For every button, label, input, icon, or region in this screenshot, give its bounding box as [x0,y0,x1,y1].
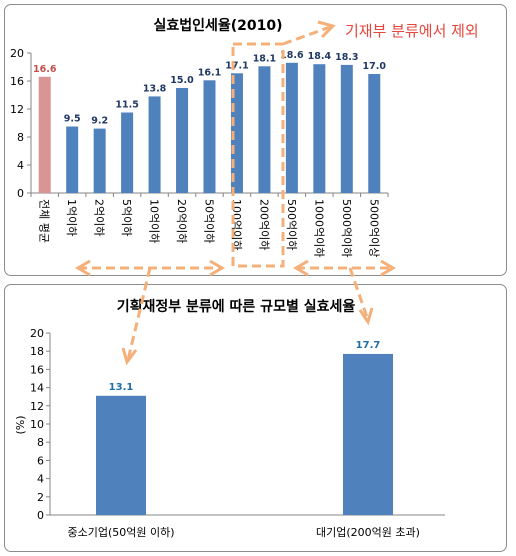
bar [203,80,216,193]
top-chart-panel [4,4,507,276]
category-label: 1000억이하 [312,199,326,257]
category-label: 200억이하 [257,199,271,250]
bar [340,64,353,194]
average-bar [38,76,51,193]
enterprise-arrow-head [358,307,374,326]
bar [343,353,393,515]
box-to-note-arrow [282,25,331,46]
bar [258,66,271,193]
bar-value-label: 9.2 [91,116,108,127]
bar-value-label: 17.1 [225,60,248,71]
bar [368,74,381,193]
top-y-tick-label: 12 [10,103,24,116]
bar [96,395,146,515]
bottom-chart-y-axis-label: (%) [14,415,27,434]
bar-value-label: 18.1 [253,53,276,64]
sme-arrow-head [121,347,138,366]
bar-value-label: 15.0 [170,75,194,86]
bar-value-label: 9.5 [64,114,81,125]
bottom-y-tick-label: 14 [30,382,44,395]
bottom-y-tick-label: 12 [30,400,44,413]
annotation-arrows [75,20,396,366]
bottom-y-tick-label: 8 [37,436,44,449]
category-label: 5000억이상 [367,199,380,257]
bottom-y-tick-label: 10 [30,418,44,431]
category-label: 5000억이하 [340,199,354,257]
bottom-chart-bars [96,353,393,515]
top-y-tick-label: 20 [10,47,24,60]
top-y-tick-label: 0 [17,187,24,200]
bottom-y-tick-label: 18 [30,345,44,358]
bar [313,64,326,193]
category-label: 2억이하 [93,199,107,236]
bottom-y-tick-label: 2 [37,491,44,504]
small-to-sme-arrow [126,267,152,361]
bar-value-label: 13.8 [143,83,167,94]
top-y-tick-label: 16 [10,75,24,88]
bar [285,62,298,193]
bottom-y-tick-label: 0 [37,509,44,522]
bar-value-label: 18.3 [335,52,358,63]
top-chart-title: 실효법인세율(2010) [153,17,282,34]
top-y-tick-label: 8 [17,131,24,144]
bottom-chart-panel [4,284,507,552]
category-label: 20억이하 [175,199,189,243]
bar [121,112,134,193]
excluded-range-box [231,42,285,268]
category-label: 50억이하 [203,199,217,243]
top-chart-category-labels: 전체 평균 1억이하 2억이하 5억이하 10억이하 20억이하 50억이하 100억이하 20… [38,199,381,257]
bottom-chart-title: 기획재정부 분류에 따른 규모별 실효세율 [117,298,356,315]
bar-value-label: 13.1 [109,382,134,393]
bottom-chart-category-labels: 중소기업(50억원 이하) 대기업(200억원 초과) [67,525,419,539]
bar-value-label: 18.6 [280,50,304,61]
top-y-tick-label: 4 [17,159,24,172]
top-chart-bars [38,62,381,194]
bar [148,96,161,193]
note-arrow-head [317,20,336,39]
category-label: 500억이하 [285,199,299,250]
bar-value-label: 16.1 [198,67,221,78]
annotation-note: 기재부 분류에서 제외 [345,22,479,40]
category-label: 전체 평균 [38,199,51,243]
category-label: 1억이하 [65,199,79,236]
small-range-arrow-right-head [209,259,225,277]
bottom-y-tick-label: 4 [37,473,44,486]
top-chart-value-labels: 16.6 9.5 9.2 11.5 13.815.0 16.1 17.1 18.1 18.6 18… [33,50,386,127]
category-label: 대기업(200억원 초과) [316,526,420,539]
small-range-arrow-left-head [75,259,91,277]
bar-value-label: 17.0 [363,61,387,72]
large-range-arrow-left-head [293,259,309,277]
category-label: 10억이하 [148,199,162,243]
large-range-arrow-right-head [380,259,396,277]
bar-value-label: 17.7 [356,340,381,351]
bottom-y-tick-label: 20 [30,327,44,340]
bar [176,88,189,193]
bottom-chart-value-labels: 13.1 17.7 [109,340,381,393]
bar-value-label: 18.4 [308,51,332,62]
category-label: 중소기업(50억원 이하) [67,525,174,539]
bar [93,128,106,193]
large-to-enterprise-arrow [348,267,370,321]
category-label: 5억이하 [120,199,134,236]
bottom-y-tick-label: 16 [30,363,44,376]
bar [66,126,79,193]
bar-value-label: 11.5 [115,100,138,111]
bar-value-label: 16.6 [33,64,57,75]
bottom-y-tick-label: 6 [37,454,44,467]
